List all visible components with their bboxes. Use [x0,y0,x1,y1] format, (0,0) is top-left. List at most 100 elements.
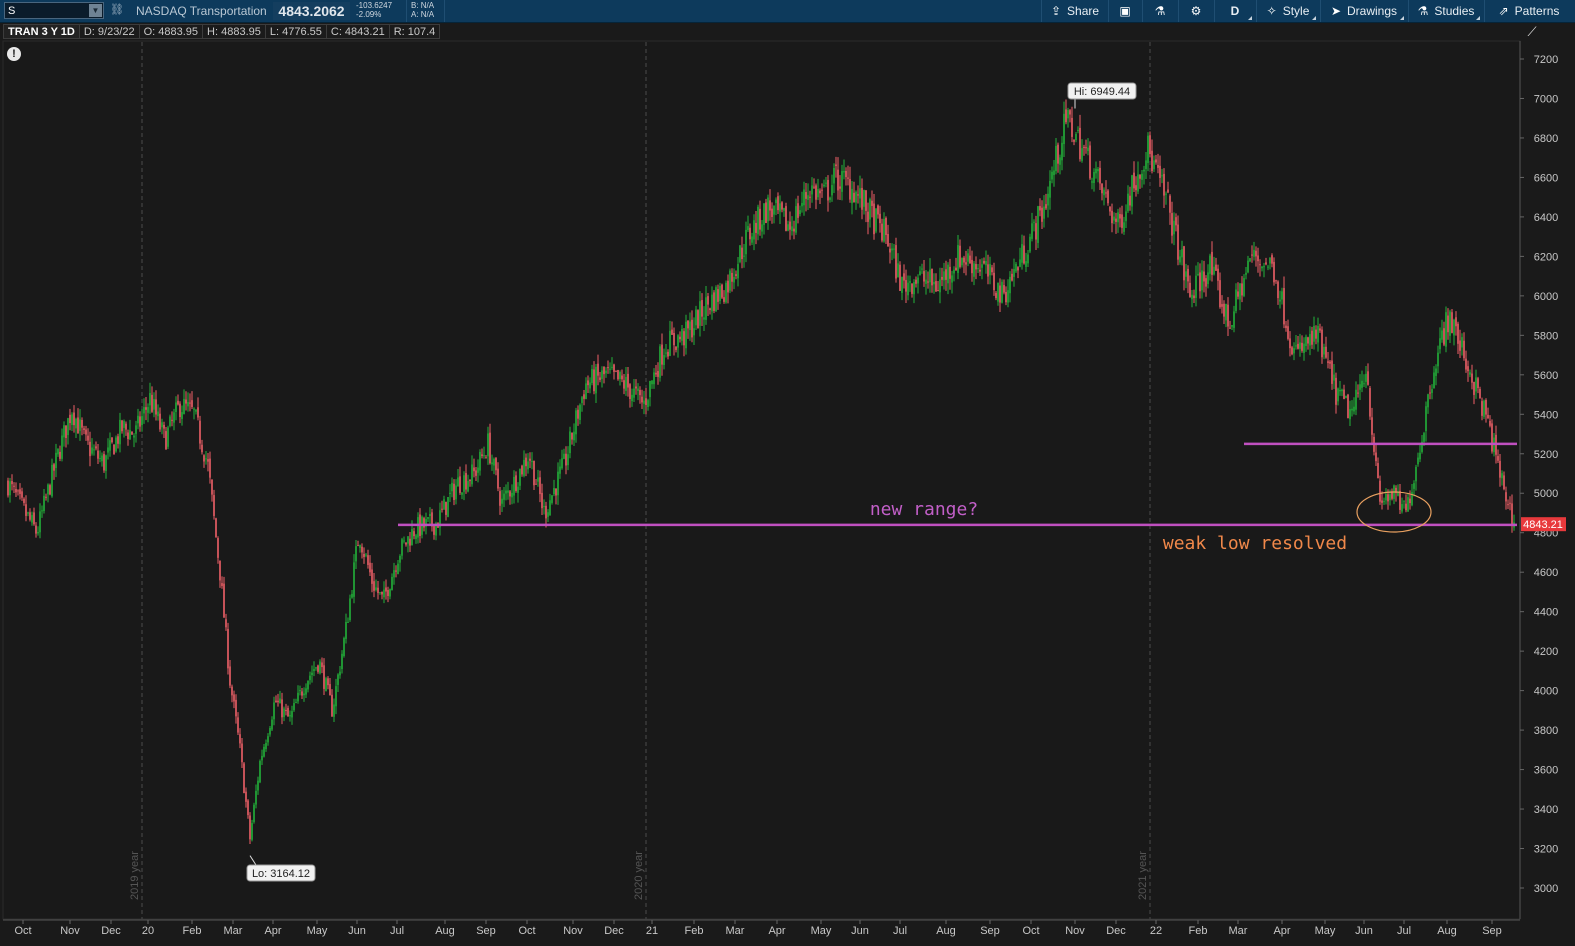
candle-body [1047,193,1049,206]
candle-body [1315,329,1317,339]
x-tick-label: Jun [1355,925,1373,937]
candle-body [1291,347,1293,355]
price-axis[interactable]: 3000320034003600380040004200440046004800… [1520,54,1558,895]
candle-body [357,545,359,547]
candle-body [365,554,367,556]
layout-button[interactable]: ▣ [1110,0,1140,22]
symbol-input[interactable] [8,4,86,18]
candle-body [943,271,945,281]
candle-body [491,462,493,465]
candle-body [113,444,115,455]
candle-body [1505,492,1507,502]
style-icon: ✧ [1266,4,1277,18]
candle-body [1497,456,1499,461]
candle-body [41,510,43,512]
candle-body [85,429,87,435]
chart-scale-icon[interactable]: ⟋ [1527,24,1537,39]
candle-body [1449,311,1451,336]
candle-body [1353,406,1355,412]
candle-body [823,184,825,187]
candle-body [283,708,285,718]
study-title[interactable]: TRAN 3 Y 1D [3,24,79,39]
candle-body [1451,312,1453,333]
candle-body [697,310,699,329]
candle-body [1155,159,1157,163]
settings-button[interactable]: ⚙ [1180,0,1212,22]
x-tick-label: Sep [476,925,496,937]
candle-body [397,563,399,574]
candle-body [729,270,731,291]
x-tick-label: Jul [893,925,907,937]
weak-low-ellipse[interactable] [1356,491,1432,533]
candle-body [1301,342,1303,351]
candle-body [175,402,177,412]
candle-body [1159,165,1161,178]
candle-body [121,420,123,432]
candle-body [19,489,21,494]
candle-body [115,437,117,452]
candle-body [719,285,721,301]
candle-body [87,435,89,441]
x-tick-label: Dec [1106,925,1126,937]
candle-body [1223,303,1225,317]
candle-body [585,383,587,400]
candle-body [1479,388,1481,399]
drawings-button[interactable]: ➤ Drawings [1322,0,1406,22]
time-axis[interactable]: Oct Nov Dec 20 Feb Mar Apr May Jun Jul Aug Sep Oct No… [14,920,1502,937]
candle-body [263,746,265,757]
chevron-down-icon[interactable]: ▼ [89,4,102,17]
candle-body [573,431,575,441]
candle-body [1279,299,1281,302]
candle-body [887,234,889,247]
y-tick-label: 5400 [1534,409,1558,421]
x-tick-label: Nov [1065,925,1085,937]
candle-body [1143,169,1145,172]
candle-body [391,576,393,591]
alert-icon[interactable]: ! [7,47,21,61]
candle-body [603,366,605,375]
candle-body [991,267,993,273]
candle-body [211,479,213,495]
style-button[interactable]: ✧ Style [1258,0,1318,22]
candle-body [55,452,57,469]
candle-body [587,380,589,386]
y-tick-label: 4000 [1534,686,1558,698]
candle-body [499,491,501,506]
annotations[interactable]: Hi: 6949.44 Lo: 3164.12 new range? weak low… [246,82,1566,882]
candle-body [1099,167,1101,184]
candle-body [869,199,871,220]
candle-body [173,412,175,423]
weak-low-label[interactable]: weak low resolved [1163,533,1347,554]
candle-body [1445,312,1447,347]
candle-body [307,680,309,690]
symbol-box[interactable]: ▼ [4,2,104,19]
candle-body [659,346,661,378]
candle-body [785,206,787,231]
candle-body [99,458,101,460]
candle-body [1029,236,1031,252]
candle-body [513,476,515,496]
new-range-label[interactable]: new range? [870,499,978,520]
share-button[interactable]: ⇪ Share [1044,0,1106,22]
candle-body [49,485,51,495]
candle-body [1381,500,1383,503]
candle-body [1119,214,1121,219]
candle-body [427,517,429,519]
candle-body [309,675,311,681]
last-price: 4843.2062 [273,2,350,20]
candle-body [1081,148,1083,161]
info-open: O: 4883.95 [138,24,203,39]
candle-body [807,195,809,200]
candle-body [199,420,201,444]
patterns-button[interactable]: ⇗ Patterns [1486,0,1572,22]
candle-body [1465,358,1467,370]
flask-button[interactable]: ⚗ [1144,0,1176,22]
studies-button[interactable]: ⚗ Studies [1410,0,1482,22]
link-icon[interactable]: ⛓ [110,4,124,16]
candle-body [51,464,53,497]
aggregation-button[interactable]: D [1216,0,1254,22]
candle-body [529,458,531,461]
candle-body [17,490,19,492]
candle-body [523,459,525,476]
